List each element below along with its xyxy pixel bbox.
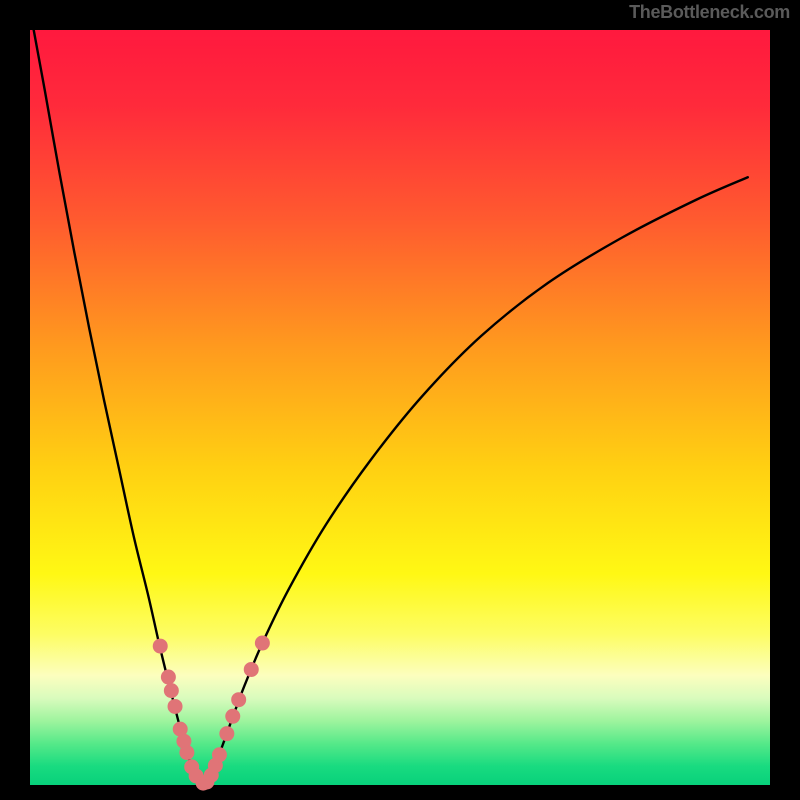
marker-dot — [212, 748, 226, 762]
marker-dot — [161, 670, 175, 684]
chart-container: { "watermark": { "text": "TheBottleneck.… — [0, 0, 800, 800]
marker-dot — [153, 639, 167, 653]
marker-dot — [255, 636, 269, 650]
marker-dot — [180, 746, 194, 760]
watermark-text: TheBottleneck.com — [629, 2, 790, 23]
marker-dot — [168, 699, 182, 713]
marker-dot — [226, 709, 240, 723]
plot-background — [30, 30, 770, 785]
marker-dot — [232, 693, 246, 707]
chart-svg — [0, 0, 800, 800]
marker-dot — [220, 727, 234, 741]
marker-dot — [244, 662, 258, 676]
marker-dot — [164, 684, 178, 698]
